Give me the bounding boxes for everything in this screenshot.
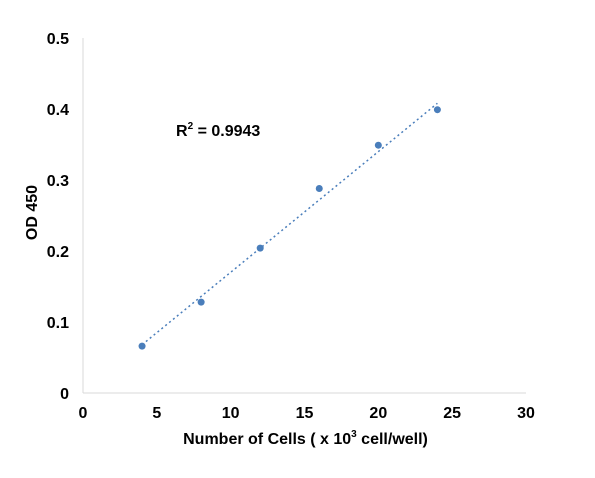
data-point xyxy=(197,298,205,306)
x-tick-label: 5 xyxy=(152,405,161,422)
y-tick-label: 0.4 xyxy=(47,102,69,119)
x-tick-label: 30 xyxy=(517,405,535,422)
r-squared-annotation: R2 = 0.9943 xyxy=(176,121,260,140)
r-squared-superscript: 2 xyxy=(188,121,194,132)
y-tick-label: 0.2 xyxy=(47,244,69,261)
axes xyxy=(82,38,526,394)
x-axis-title-superscript: 3 xyxy=(351,429,357,440)
x-tick-labels: 0 5 10 15 20 25 30 xyxy=(79,405,535,422)
data-point xyxy=(315,185,323,193)
x-tick-label: 0 xyxy=(79,405,88,422)
x-tick-label: 25 xyxy=(443,405,461,422)
y-tick-label: 0.1 xyxy=(47,315,69,332)
data-point xyxy=(433,106,441,114)
x-tick-label: 15 xyxy=(296,405,314,422)
data-point xyxy=(138,342,146,350)
y-tick-labels: 0 0.1 0.2 0.3 0.4 0.5 xyxy=(47,31,69,403)
linear-trendline xyxy=(141,102,438,346)
y-axis-title: OD 450 xyxy=(24,185,41,240)
x-tick-label: 20 xyxy=(369,405,387,422)
x-axis-title-tail: cell/well) xyxy=(357,431,428,448)
y-tick-label: 0 xyxy=(60,386,69,403)
x-tick-label: 10 xyxy=(222,405,240,422)
y-tick-label: 0.5 xyxy=(47,31,69,48)
y-tick-label: 0.3 xyxy=(47,173,69,190)
data-points xyxy=(138,106,441,350)
r-squared-value: = 0.9943 xyxy=(193,123,260,140)
data-point xyxy=(256,244,264,252)
x-axis-title-main: Number of Cells ( x 10 xyxy=(183,431,351,448)
data-point xyxy=(374,141,382,149)
x-axis-title: Number of Cells ( x 103 cell/well) xyxy=(183,429,428,448)
r-squared-label: R xyxy=(176,123,188,140)
